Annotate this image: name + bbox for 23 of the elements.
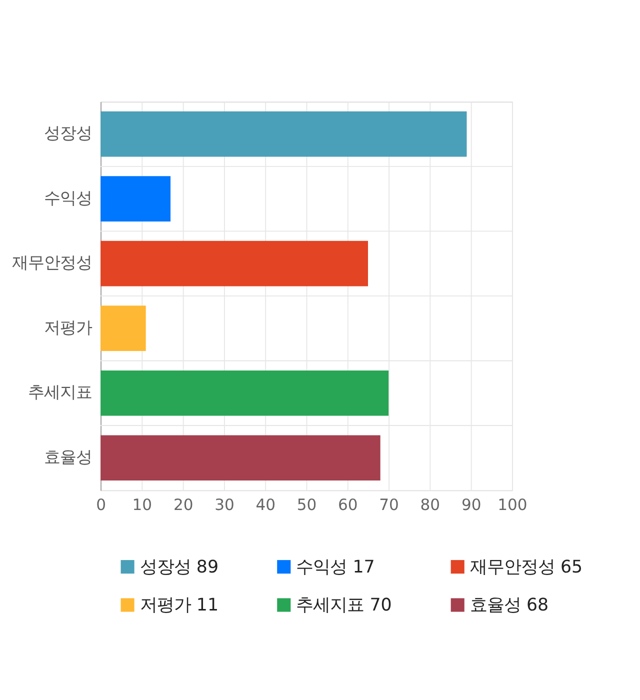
x-tick-label: 100 [498,496,528,514]
x-tick-label: 70 [379,496,399,514]
x-tick-label: 0 [96,496,106,514]
legend-label: 효율성 68 [470,595,549,616]
y-tick-label: 성장성 [44,124,92,143]
y-tick-label: 추세지표 [28,382,92,402]
y-tick-label: 재무안정성 [12,253,92,272]
x-tick-label: 50 [296,496,317,514]
x-tick-label: 80 [420,496,440,514]
x-tick-label: 40 [256,496,276,514]
y-tick-label: 수익성 [44,188,92,208]
x-tick-label: 20 [173,496,194,514]
legend-label: 재무안정성 65 [470,557,583,578]
legend-label: 성장성 89 [140,557,218,578]
x-tick-label: 30 [214,496,234,514]
y-tick-label: 저평가 [44,318,92,337]
x-tick-label: 90 [461,496,482,514]
legend-label: 저평가 11 [140,595,218,616]
legend-label: 수익성 17 [296,557,375,578]
y-tick-label: 효율성 [44,447,92,466]
legend-label: 추세지표 70 [296,595,392,616]
x-tick-label: 10 [132,496,152,514]
x-tick-label: 60 [338,496,358,514]
